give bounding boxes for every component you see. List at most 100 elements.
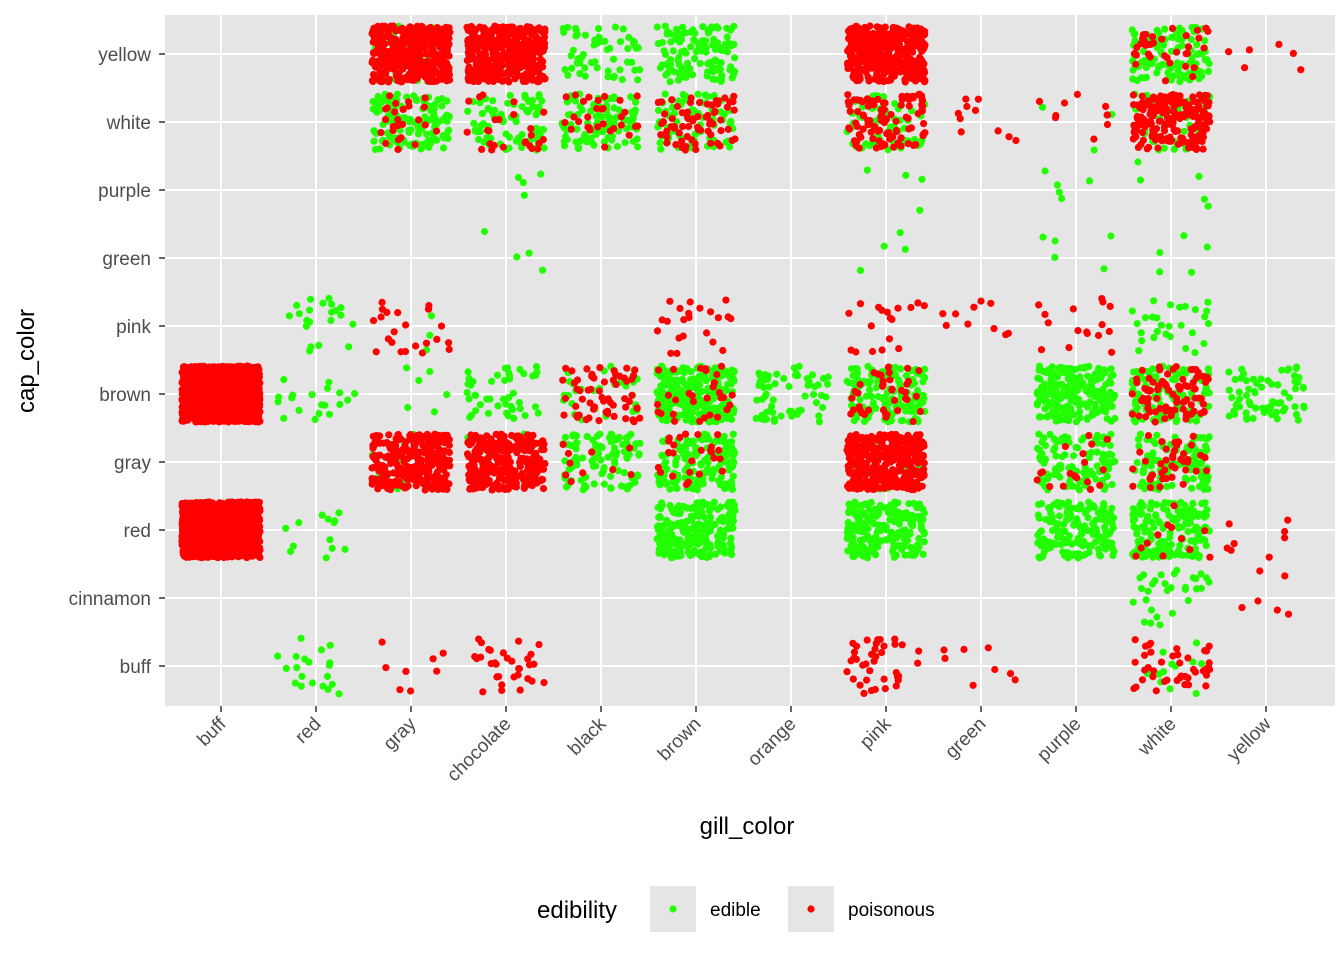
- point-edible: [607, 484, 615, 492]
- point-edible: [672, 382, 680, 390]
- point-edible: [1080, 527, 1088, 535]
- point-edible: [404, 403, 412, 412]
- point-edible: [600, 480, 608, 488]
- point-edible: [1084, 514, 1092, 522]
- point-edible: [1171, 376, 1179, 384]
- point-edible: [689, 534, 697, 542]
- point-edible: [583, 432, 591, 441]
- point-edible: [809, 390, 818, 399]
- point-edible: [426, 331, 434, 339]
- point-edible: [726, 441, 735, 449]
- point-edible: [726, 539, 735, 547]
- point-edible: [723, 501, 732, 509]
- point-edible: [1103, 415, 1111, 423]
- point-edible: [704, 60, 712, 68]
- point-edible: [427, 139, 435, 147]
- point-edible: [1092, 516, 1100, 524]
- point-edible: [1128, 307, 1136, 315]
- point-edible: [902, 534, 910, 542]
- point-edible: [661, 50, 670, 59]
- point-edible: [386, 133, 394, 141]
- point-edible: [1159, 668, 1168, 676]
- point-edible: [1195, 510, 1203, 518]
- point-edible: [1094, 367, 1102, 375]
- point-edible: [1036, 375, 1044, 383]
- point-edible: [598, 113, 607, 121]
- point-edible: [1129, 505, 1137, 513]
- point-edible: [1267, 403, 1275, 411]
- point-edible: [1160, 538, 1168, 546]
- point-edible: [443, 111, 451, 119]
- point-edible: [1242, 392, 1251, 400]
- point-edible: [532, 111, 540, 119]
- point-edible: [439, 144, 448, 152]
- point-edible: [1150, 297, 1158, 305]
- point-edible: [572, 97, 580, 105]
- point-edible: [1204, 298, 1212, 306]
- point-edible: [629, 137, 637, 145]
- point-edible: [905, 500, 913, 508]
- point-edible: [676, 38, 684, 46]
- point-edible: [1291, 403, 1299, 411]
- point-edible: [1084, 372, 1092, 380]
- point-poisonous: [222, 363, 230, 372]
- point-edible: [752, 414, 760, 422]
- point-edible: [1068, 540, 1076, 548]
- point-edible: [415, 376, 423, 385]
- point-edible: [579, 454, 587, 462]
- point-edible: [595, 25, 603, 33]
- point-edible: [852, 412, 861, 420]
- point-edible: [1187, 35, 1195, 44]
- point-edible: [1142, 73, 1150, 81]
- point-edible: [1085, 177, 1094, 185]
- point-edible: [604, 453, 612, 461]
- point-edible: [1231, 375, 1239, 384]
- point-poisonous: [253, 413, 261, 421]
- point-edible: [1101, 482, 1109, 491]
- point-edible: [598, 470, 606, 478]
- point-edible: [1197, 570, 1205, 578]
- point-edible: [765, 383, 773, 391]
- point-edible: [471, 126, 479, 134]
- point-edible: [1166, 529, 1174, 537]
- point-edible: [872, 404, 880, 412]
- point-edible: [1076, 408, 1084, 416]
- point-edible: [328, 308, 336, 316]
- point-edible: [635, 450, 643, 458]
- point-edible: [403, 364, 411, 372]
- point-edible: [872, 384, 881, 392]
- point-edible: [505, 133, 514, 141]
- point-edible: [868, 393, 876, 401]
- point-edible: [673, 29, 681, 37]
- point-edible: [1197, 584, 1205, 592]
- point-edible: [1072, 443, 1080, 451]
- point-edible: [476, 99, 484, 107]
- point-edible: [698, 37, 707, 45]
- point-edible: [919, 391, 927, 400]
- point-edible: [918, 515, 926, 523]
- point-edible: [443, 97, 451, 105]
- point-edible: [1189, 658, 1197, 666]
- point-edible: [1168, 609, 1176, 617]
- point-edible: [701, 91, 709, 99]
- point-edible: [1299, 383, 1307, 391]
- point-edible: [604, 67, 612, 75]
- point-edible: [712, 550, 720, 558]
- point-edible: [1182, 344, 1190, 353]
- point-edible: [295, 406, 303, 414]
- point-edible: [1054, 520, 1063, 528]
- point-edible: [306, 347, 314, 355]
- point-edible: [559, 24, 567, 33]
- point-edible: [707, 544, 715, 552]
- point-edible: [716, 527, 724, 536]
- point-edible: [369, 98, 377, 106]
- point-edible: [1178, 41, 1186, 49]
- point-edible: [712, 42, 721, 50]
- point-edible: [866, 377, 875, 385]
- point-edible: [1150, 334, 1158, 342]
- point-edible: [622, 434, 630, 442]
- point-edible: [1236, 395, 1244, 403]
- point-edible: [1099, 450, 1107, 458]
- point-edible: [906, 528, 914, 536]
